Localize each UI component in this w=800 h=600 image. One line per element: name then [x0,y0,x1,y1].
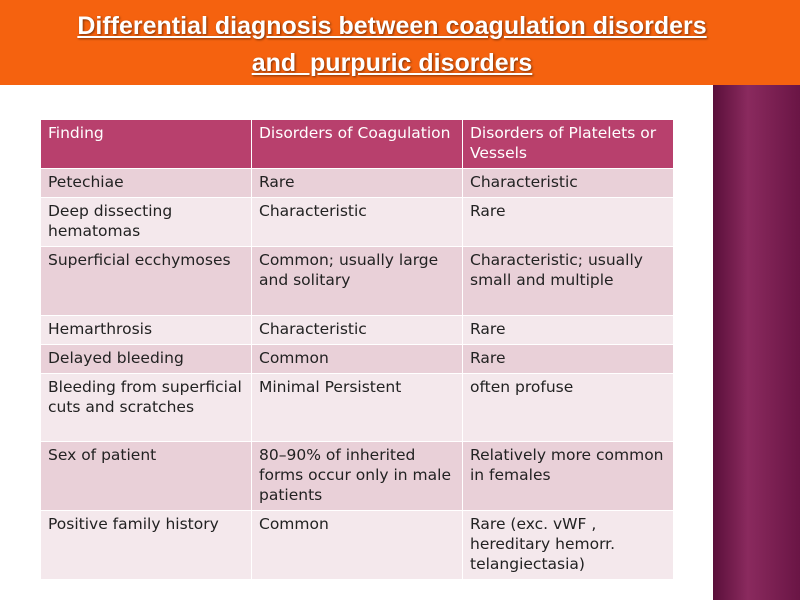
table-cell: Positive family history [40,510,252,580]
table-row: Positive family history Common Rare (exc. … [40,510,674,580]
diagnosis-table: Finding Disorders of Coagulation Disorders… [40,119,674,580]
table-cell: Petechiae [40,168,252,198]
table-row: Superficial ecchymoses Common; usually la… [40,246,674,316]
header-row: Finding Disorders of Coagulation Disorders… [40,119,674,169]
table-cell: often profuse [462,373,674,442]
table-cell: Sex of patient [40,441,252,511]
table-cell: Characteristic; usually small and multip… [462,246,674,316]
table-row: Hemarthrosis Characteristic Rare [40,315,674,345]
table-cell: Characteristic [251,315,463,345]
slide-title: Differential diagnosis between coagulati… [0,8,784,82]
table-row: Bleeding from superficial cuts and scrat… [40,373,674,442]
table-cell: 80–90% of inherited forms occur only in … [251,441,463,511]
table-row: Sex of patient 80–90% of inherited forms … [40,441,674,511]
table-row: Delayed bleeding Common Rare [40,344,674,374]
table-cell: Bleeding from superficial cuts and scrat… [40,373,252,442]
table-cell: Rare (exc. vWF , hereditary hemorr. tela… [462,510,674,580]
column-header: Disorders of Coagulation [251,119,463,169]
table-cell: Rare [462,344,674,374]
header-band: Differential diagnosis between coagulati… [0,0,800,85]
side-decoration [713,85,800,600]
title-line: and purpuric disorders [251,49,533,77]
table-cell: Characteristic [462,168,674,198]
title-line: Differential diagnosis between coagulati… [77,12,707,40]
table-cell: Common; usually large and solitary [251,246,463,316]
table-cell: Common [251,510,463,580]
table-cell: Rare [251,168,463,198]
table-cell: Common [251,344,463,374]
table-row: Deep dissecting hematomas Characteristic R… [40,197,674,247]
table-cell: Rare [462,197,674,247]
table-cell: Hemarthrosis [40,315,252,345]
table-cell: Delayed bleeding [40,344,252,374]
table-cell: Characteristic [251,197,463,247]
table-row: Petechiae Rare Characteristic [40,168,674,198]
table-cell: Minimal Persistent [251,373,463,442]
column-header: Finding [40,119,252,169]
table-cell: Relatively more common in females [462,441,674,511]
table-cell: Rare [462,315,674,345]
column-header: Disorders of Platelets or Vessels [462,119,674,169]
table-cell: Superficial ecchymoses [40,246,252,316]
table-cell: Deep dissecting hematomas [40,197,252,247]
